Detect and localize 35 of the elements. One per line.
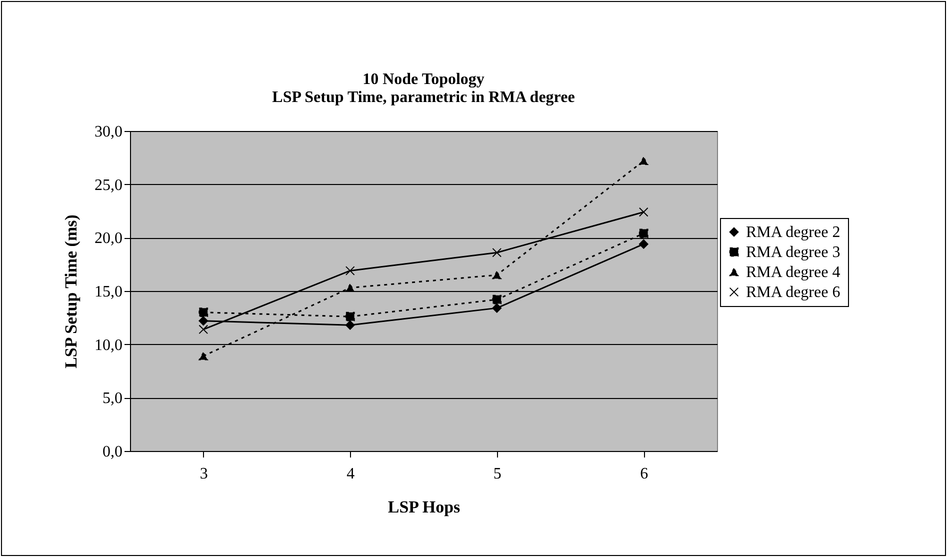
point [492, 303, 502, 313]
y-tick-label: 20,0 [94, 230, 122, 248]
point [492, 294, 502, 304]
point [492, 270, 502, 280]
point [638, 207, 648, 217]
point [345, 320, 355, 330]
y-tick-label: 30,0 [94, 124, 122, 140]
x-tick-label: 4 [346, 466, 355, 482]
y-tick-label: 10,0 [94, 336, 122, 354]
point [198, 316, 208, 326]
x-axis-title: LSP Hops [388, 498, 461, 516]
legend-label: RMA degree 2 [746, 224, 840, 241]
y-tick-label: 5,0 [102, 390, 122, 408]
point [638, 156, 648, 165]
y-axis-title: LSP Setup Time (ms) [62, 214, 80, 368]
x-tick-label: 5 [493, 466, 502, 482]
x-tick-label: 6 [640, 466, 648, 482]
point [638, 228, 648, 238]
y-tick-label: 25,0 [94, 176, 122, 194]
point [198, 324, 208, 334]
point [345, 284, 355, 292]
text: 10 Node Topology [362, 71, 484, 88]
text: LSP Setup Time, parametric in RMA degree [272, 89, 575, 106]
point [345, 312, 355, 322]
legend-label: RMA degree 3 [746, 244, 840, 261]
x-tick-label: 3 [200, 466, 208, 482]
point [198, 308, 208, 318]
point [345, 266, 355, 276]
point [638, 239, 648, 249]
legend-label: RMA degree 6 [746, 284, 840, 301]
y-tick-label: 0,0 [102, 444, 122, 460]
y-tick-label: 15,0 [94, 284, 122, 300]
point [492, 248, 502, 258]
legend-label: RMA degree 4 [746, 264, 840, 281]
point [198, 352, 208, 360]
